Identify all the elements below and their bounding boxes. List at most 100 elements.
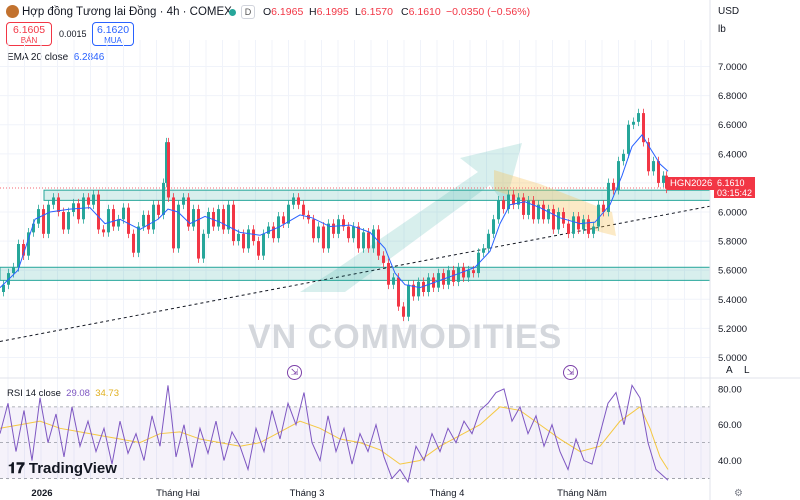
- candle-body: [337, 219, 340, 234]
- spread-value: 0.0015: [59, 29, 87, 39]
- candle-body: [562, 212, 565, 224]
- candle-body: [32, 223, 35, 233]
- candle-body: [302, 204, 305, 215]
- candle-body: [312, 219, 315, 239]
- candle-body: [12, 267, 15, 274]
- tradingview-logo[interactable]: 𝟏𝟕 TradingView: [8, 460, 117, 477]
- candle-body: [472, 270, 475, 274]
- sell-label: BÁN: [20, 36, 38, 45]
- candle-body: [257, 241, 260, 256]
- rsi-value: 29.08: [66, 388, 90, 399]
- candle-body: [327, 223, 330, 249]
- candle-body: [462, 267, 465, 278]
- candle-body: [482, 248, 485, 253]
- candle-body: [67, 212, 70, 230]
- candle-body: [165, 142, 168, 183]
- candle-body: [137, 226, 140, 253]
- candle-body: [452, 270, 455, 282]
- candle-body: [357, 226, 360, 249]
- candle-body: [647, 142, 650, 172]
- price-tick-label: 6.4000: [718, 149, 747, 160]
- candle-body: [142, 214, 145, 227]
- log-scale-button[interactable]: L: [744, 365, 750, 376]
- candle-body: [387, 262, 390, 285]
- candle-body: [557, 212, 560, 230]
- candle-body: [132, 233, 135, 253]
- candle-body: [207, 212, 210, 234]
- candle-body: [62, 212, 65, 230]
- unit-selector[interactable]: lb: [718, 24, 726, 35]
- auto-scale-button[interactable]: A: [726, 365, 733, 376]
- event-marker-icon[interactable]: ⇲: [563, 365, 578, 380]
- candle-body: [127, 207, 130, 234]
- settings-icon[interactable]: ⚙: [734, 488, 743, 499]
- candle-body: [657, 161, 660, 183]
- candle-body: [187, 197, 190, 227]
- sell-price: 6.1605: [12, 24, 46, 36]
- candle-body: [202, 233, 205, 259]
- candle-body: [467, 270, 470, 278]
- candle-body: [367, 232, 370, 249]
- candle-body: [522, 197, 525, 215]
- price-badge-value: 6.1610: [717, 178, 745, 188]
- candle-body: [507, 194, 510, 210]
- currency-selector[interactable]: USD: [718, 6, 740, 17]
- ema-label: EMA 20 close: [7, 52, 69, 63]
- event-marker-icon[interactable]: ⇲: [287, 365, 302, 380]
- candle-body: [552, 209, 555, 230]
- candle-body: [47, 204, 50, 234]
- candle-body: [147, 214, 150, 230]
- candle-body: [665, 175, 668, 189]
- candle-body: [417, 281, 420, 297]
- price-tick-label: 5.0000: [718, 353, 747, 364]
- candle-body: [372, 229, 375, 249]
- candle-body: [107, 209, 110, 233]
- delayed-data-indicator[interactable]: D: [241, 5, 255, 19]
- rsi-label: RSI 14 close: [7, 388, 61, 399]
- candle-body: [527, 200, 530, 215]
- candle-body: [457, 267, 460, 282]
- candle-body: [317, 226, 320, 239]
- candle-body: [402, 306, 405, 317]
- candle-body: [287, 204, 290, 224]
- ema-legend: EMA 20 close 6.2846: [7, 52, 104, 63]
- support-zone: [43, 189, 711, 201]
- ohlc-high: H6.1995: [309, 6, 349, 18]
- candle-body: [662, 175, 665, 183]
- candle-body: [222, 209, 225, 230]
- ohlc-low: L6.1570: [355, 6, 393, 18]
- candle-body: [392, 277, 395, 285]
- price-tick-label: 7.0000: [718, 62, 747, 73]
- candle-body: [197, 209, 200, 259]
- price-tick-label: 5.4000: [718, 295, 747, 306]
- candle-body: [362, 232, 365, 249]
- candle-body: [37, 209, 40, 224]
- chart-annotations: [0, 143, 711, 342]
- price-tick-label: 6.8000: [718, 91, 747, 102]
- ema-value: 6.2846: [73, 52, 105, 63]
- sell-button[interactable]: 6.1605 BÁN: [6, 22, 52, 46]
- candle-body: [537, 204, 540, 220]
- candle-body: [542, 204, 545, 220]
- candle-body: [57, 197, 60, 212]
- candle-body: [157, 204, 160, 215]
- candle-body: [227, 204, 230, 230]
- price-tick-label: 5.8000: [718, 237, 747, 248]
- candle-body: [17, 244, 20, 268]
- rsi-tick-label: 80.00: [718, 384, 742, 395]
- time-tick-label: Tháng 4: [430, 488, 465, 499]
- candle-body: [637, 113, 640, 122]
- tradingview-icon: 𝟏𝟕: [8, 460, 29, 477]
- candle-body: [217, 209, 220, 227]
- candle-body: [592, 226, 595, 234]
- candle-body: [167, 142, 170, 198]
- buy-button[interactable]: 6.1620 MUA: [92, 22, 134, 46]
- candle-body: [612, 182, 615, 191]
- candle-body: [97, 194, 100, 230]
- time-tick-label: Tháng Năm: [557, 488, 607, 499]
- candle-body: [237, 233, 240, 242]
- candle-body: [492, 219, 495, 234]
- candle-body: [77, 203, 80, 220]
- candle-body: [587, 219, 590, 234]
